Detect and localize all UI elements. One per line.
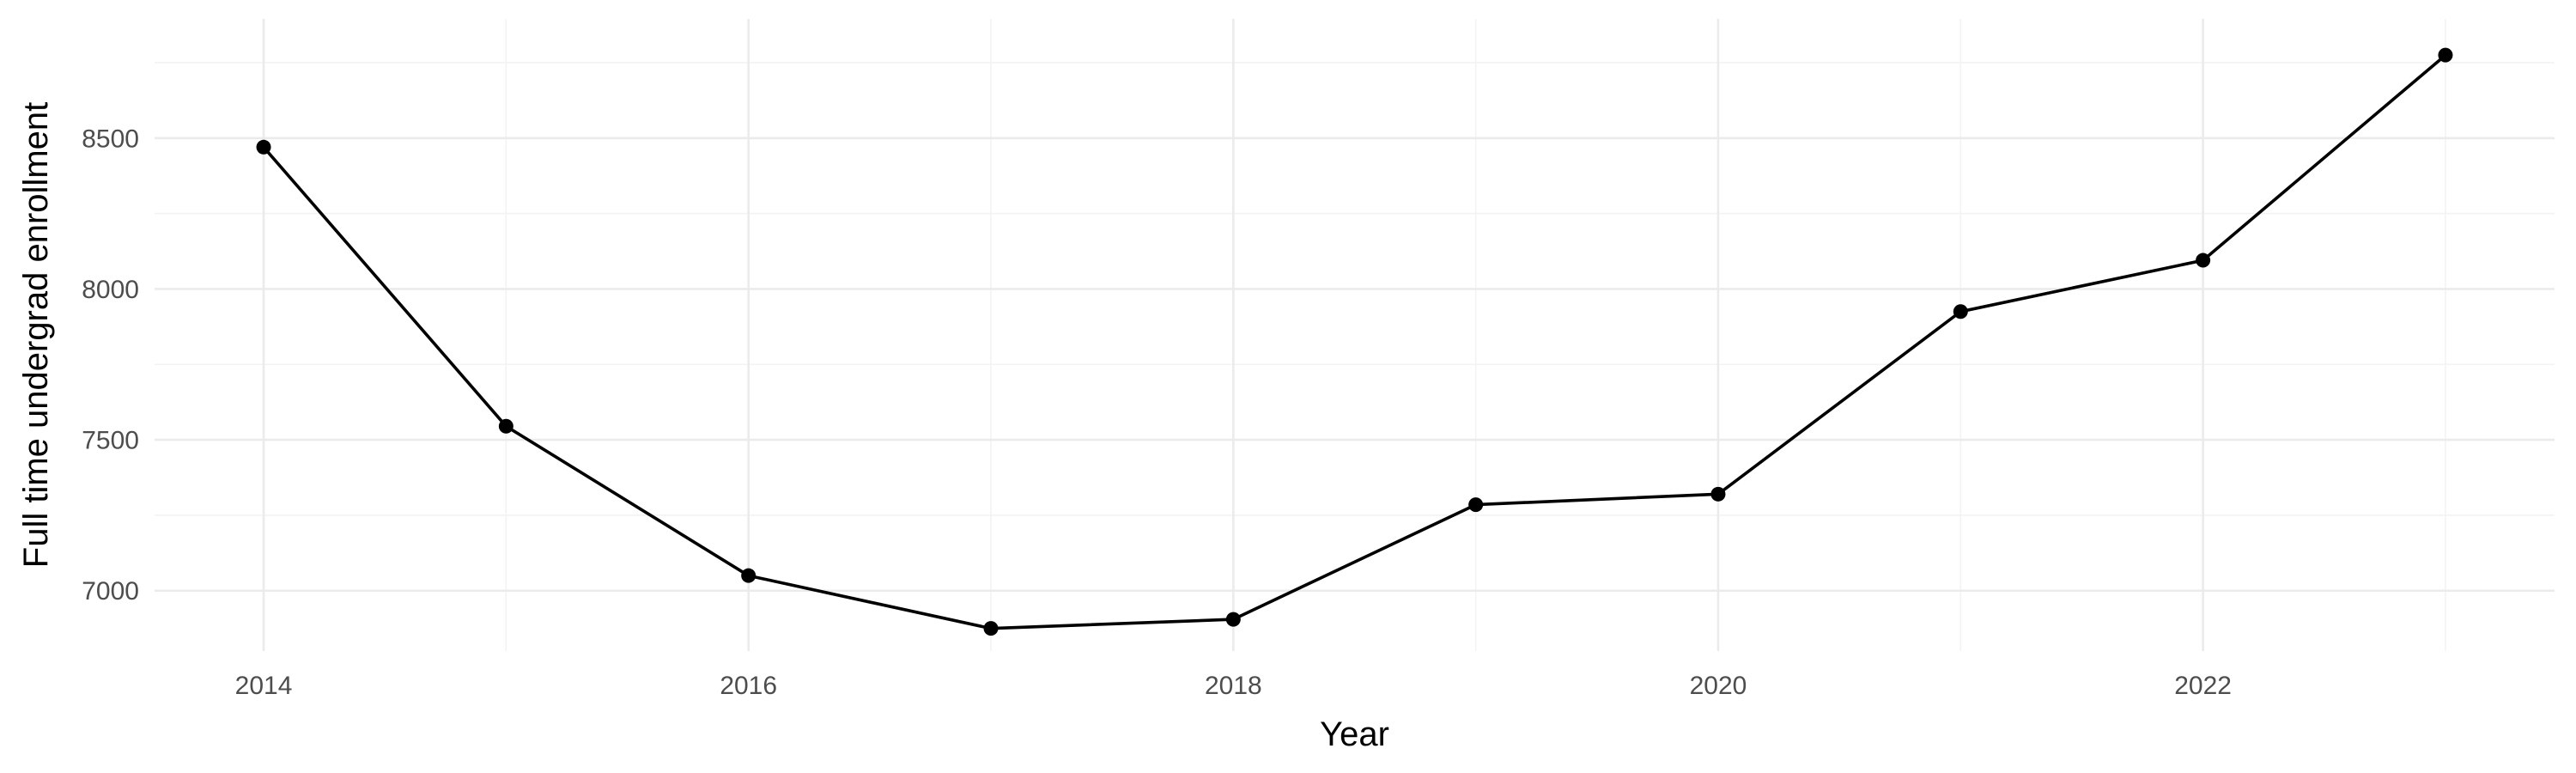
x-axis-title: Year: [1320, 715, 1389, 753]
y-tick-label: 8500: [82, 125, 139, 153]
y-tick-label: 8000: [82, 276, 139, 304]
x-tick-label: 2014: [235, 672, 293, 700]
tick-labels: 2014 2016 2018 2020 2022 7000 7500 8000 8500: [82, 125, 2232, 700]
data-point-2022: [2196, 253, 2211, 268]
data-point-2019: [1468, 497, 1484, 513]
x-tick-label: 2018: [1205, 672, 1262, 700]
x-tick-label: 2022: [2174, 672, 2232, 700]
data-point-2018: [1225, 612, 1241, 627]
data-point-2014: [256, 139, 271, 155]
data-point-2021: [1953, 304, 1968, 320]
data-point-2017: [983, 621, 999, 636]
data-point-2015: [498, 418, 513, 434]
data-point-2016: [741, 568, 756, 583]
x-tick-label: 2020: [1690, 672, 1747, 700]
y-tick-label: 7500: [82, 427, 139, 455]
grid-layer: [155, 19, 2555, 651]
data-point-2023: [2438, 47, 2453, 63]
x-tick-label: 2016: [720, 672, 777, 700]
series-line: [262, 53, 2447, 630]
data-point-2020: [1710, 486, 1726, 502]
y-axis-title: Full time undergrad enrollment: [17, 102, 55, 568]
y-tick-label: 7000: [82, 577, 139, 606]
series-layer: [256, 47, 2453, 636]
